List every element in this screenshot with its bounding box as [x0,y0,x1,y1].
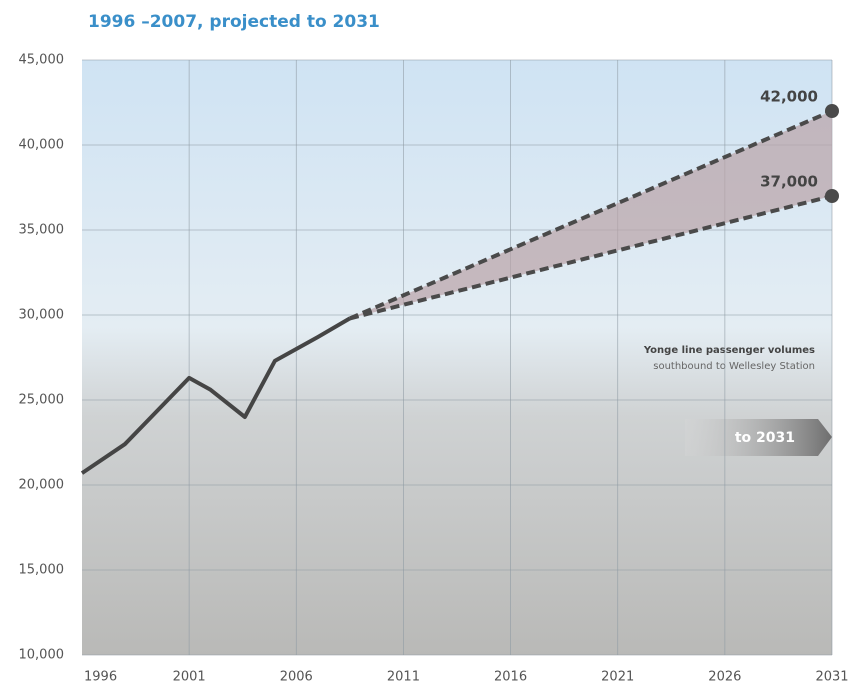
arrow-shape [685,419,832,456]
series-line [349,109,833,321]
y-tick-label: 25,000 [19,393,65,408]
arrow-label: to 2031 [735,430,795,446]
x-tick-label: 2021 [601,670,634,685]
y-tick-label: 40,000 [19,138,65,153]
chart-title: 1996 –2007, projected to 2031 [88,12,380,32]
annotation: southbound to Wellesley Station [653,361,815,372]
x-tick-label: 1996 [84,670,117,685]
x-tick-label: 2006 [280,670,313,685]
y-tick-label: 45,000 [19,53,65,68]
x-tick-label: 2011 [387,670,420,685]
value-label: 42,000 [760,88,818,106]
y-tick-label: 30,000 [19,308,65,323]
x-tick-label: 2001 [173,670,206,685]
end-point [825,189,839,203]
x-tick-label: 2031 [815,670,848,685]
y-tick-label: 35,000 [19,223,65,238]
x-tick-label: 2016 [494,670,527,685]
y-tick-label: 20,000 [19,478,65,493]
end-point [825,104,839,118]
series-line [80,316,351,475]
series-line [349,194,833,321]
plot-background [82,60,832,655]
value-label: 37,000 [760,173,818,191]
y-tick-label: 15,000 [19,563,65,578]
x-tick-label: 2026 [708,670,741,685]
annotation: Yonge line passenger volumes [643,345,815,356]
y-tick-label: 10,000 [19,648,65,663]
